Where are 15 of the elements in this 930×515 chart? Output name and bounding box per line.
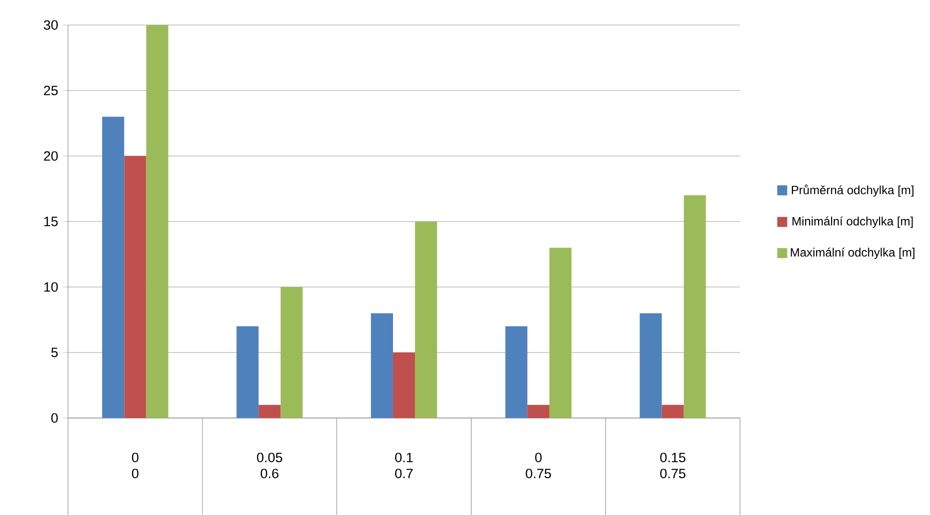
x-tick-label: 0.1 0.7: [395, 452, 413, 478]
x-tick-label: 0.05 0.6: [256, 452, 282, 478]
x-tick-label: 0.15 0.75: [660, 452, 686, 478]
x-tick-label: 0 0.75: [526, 452, 551, 478]
x-tick-label: 0 0: [132, 452, 138, 478]
y-tick-label: 20: [44, 151, 58, 161]
legend-label: Minimální odchylka [m]: [792, 216, 913, 228]
y-tick-label: 10: [44, 282, 58, 292]
legend-label: Průměrná odchylka [m]: [792, 184, 914, 197]
y-tick-label: 15: [44, 216, 58, 226]
y-tick-label: 30: [44, 20, 58, 30]
legend-label: Maximální odchylka [m]: [790, 248, 914, 259]
y-tick-label: 5: [51, 348, 58, 358]
y-tick-label: 25: [44, 86, 58, 96]
y-tick-label: 0: [51, 413, 58, 423]
